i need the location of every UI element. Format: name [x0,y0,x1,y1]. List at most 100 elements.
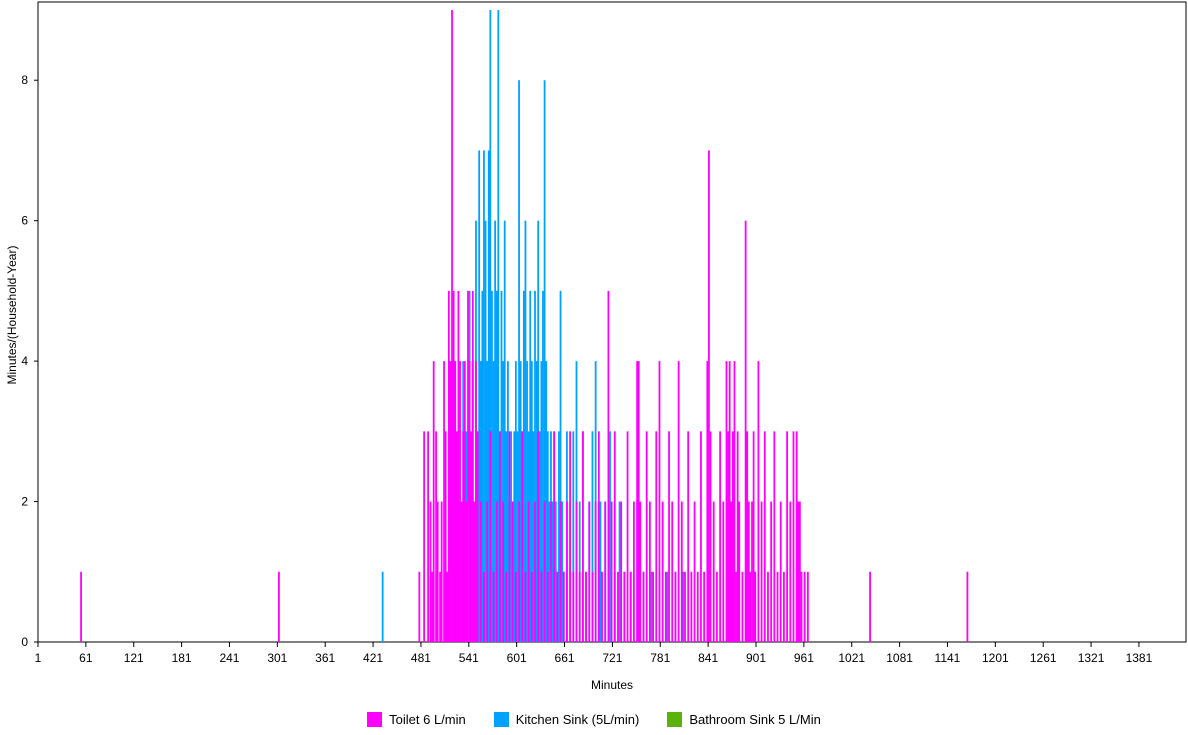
x-tick-label: 61 [79,651,93,665]
toilet-bar [680,501,683,642]
toilet-bar [423,431,426,642]
toilet-bar [447,290,450,642]
toilet-bar [623,571,626,642]
toilet-bar [747,501,750,642]
legend-swatch-toilet [367,712,383,727]
toilet-bar [511,501,514,642]
kitchen-sink-bar [609,431,611,642]
toilet-bar [607,290,610,642]
toilet-bar [767,571,769,642]
toilet-bar [278,571,280,642]
toilet-bar [752,431,755,642]
toilet-bar [620,501,623,642]
toilet-bar [661,501,664,642]
kitchen-sink-bar [478,150,481,642]
kitchen-sink-bar [516,431,519,642]
kitchen-sink-bar [522,290,525,642]
kitchen-sink-bar [554,501,557,642]
toilet-bar [435,431,437,642]
toilet-bar [457,290,460,642]
toilet-bar [486,501,489,642]
x-tick-label: 541 [459,651,479,665]
kitchen-sink-bar [500,290,503,642]
kitchen-sink-bar [540,361,543,642]
toilet-bar [803,571,806,642]
toilet-bar [746,431,749,642]
toilet-bar [792,431,795,642]
legend-item-bathroom-sink[interactable]: Bathroom Sink 5 L/Min [667,712,821,727]
toilet-bar [706,361,709,642]
kitchen-sink-bar [489,10,492,642]
toilet-bar [754,571,757,642]
toilet-bar [725,361,728,642]
x-tick-label: 1021 [838,651,865,665]
x-tick-label: 1261 [1030,651,1057,665]
legend-item-toilet[interactable]: Toilet 6 L/min [367,712,466,727]
toilet-bar [597,431,600,642]
y-tick-label: 2 [21,495,28,509]
kitchen-sink-bar [497,10,500,642]
kitchen-sink-bar [542,290,544,642]
x-tick-label: 1 [35,651,42,665]
x-axis-title: Minutes [591,678,633,692]
toilet-bar [449,361,452,642]
toilet-bar [443,361,445,642]
kitchen-sink-bar [548,501,551,642]
toilet-bar [763,431,766,642]
toilet-bar [575,501,578,642]
toilet-bar [684,571,686,642]
toilet-bar [489,431,492,642]
toilet-bar [709,431,712,642]
toilet-bar [527,501,530,642]
kitchen-sink-bar [526,361,528,642]
y-tick-label: 6 [21,214,28,228]
kitchen-sink-bar [535,361,538,642]
x-tick-label: 1141 [935,651,961,665]
toilet-bar [562,571,565,642]
toilet-bar [452,290,455,642]
y-tick-label: 0 [21,635,28,649]
x-tick-label: 601 [507,651,527,665]
toilet-bar [773,431,776,642]
toilet-bar [708,150,710,642]
toilet-bar [687,431,690,642]
x-axis: 1 61 121 181 241 301 361 421 481 541 601 661 721 781 8… [35,642,1153,665]
kitchen-sink-bar [484,220,487,642]
toilet-bar [483,571,485,642]
toilet-bar [668,431,670,642]
x-tick-label: 781 [650,651,670,665]
kitchen-sink-bar [487,150,490,642]
toilet-bar [431,571,434,642]
kitchen-sink-bar [666,571,669,642]
toilet-bar [626,431,629,642]
toilet-bar [546,571,549,642]
toilet-bar [540,571,543,642]
kitchen-sink-bar [559,290,562,642]
legend-item-kitchen-sink[interactable]: Kitchen Sink (5L/min) [493,712,639,727]
y-axis-title: Minutes/(Household-Year) [5,246,19,385]
toilet-bar [789,501,792,642]
toilet-bar [633,501,635,642]
x-tick-label: 421 [363,651,383,665]
x-tick-label: 721 [602,651,622,665]
toilet-bar [418,571,421,642]
toilet-bar [559,501,562,642]
toilet-bar [588,501,591,642]
kitchen-sink-bar [529,290,532,642]
toilet-bar [744,220,747,642]
toilet-bar [674,571,677,642]
toilet-bar [429,501,432,642]
toilet-bar [521,431,524,642]
toilet-bar [537,431,540,642]
toilet-bar [444,431,447,642]
kitchen-sink-bar [537,220,540,642]
toilet-bar [499,431,501,642]
toilet-bar [439,571,441,642]
toilet-bar [652,571,654,642]
toilet-bar [722,501,725,642]
toilet-bar [556,571,559,642]
kitchen-sink-bar [591,431,594,642]
toilet-bar [741,571,744,642]
x-tick-label: 241 [219,651,239,665]
legend: Toilet 6 L/min Kitchen Sink (5L/min) Bat… [0,712,1188,727]
